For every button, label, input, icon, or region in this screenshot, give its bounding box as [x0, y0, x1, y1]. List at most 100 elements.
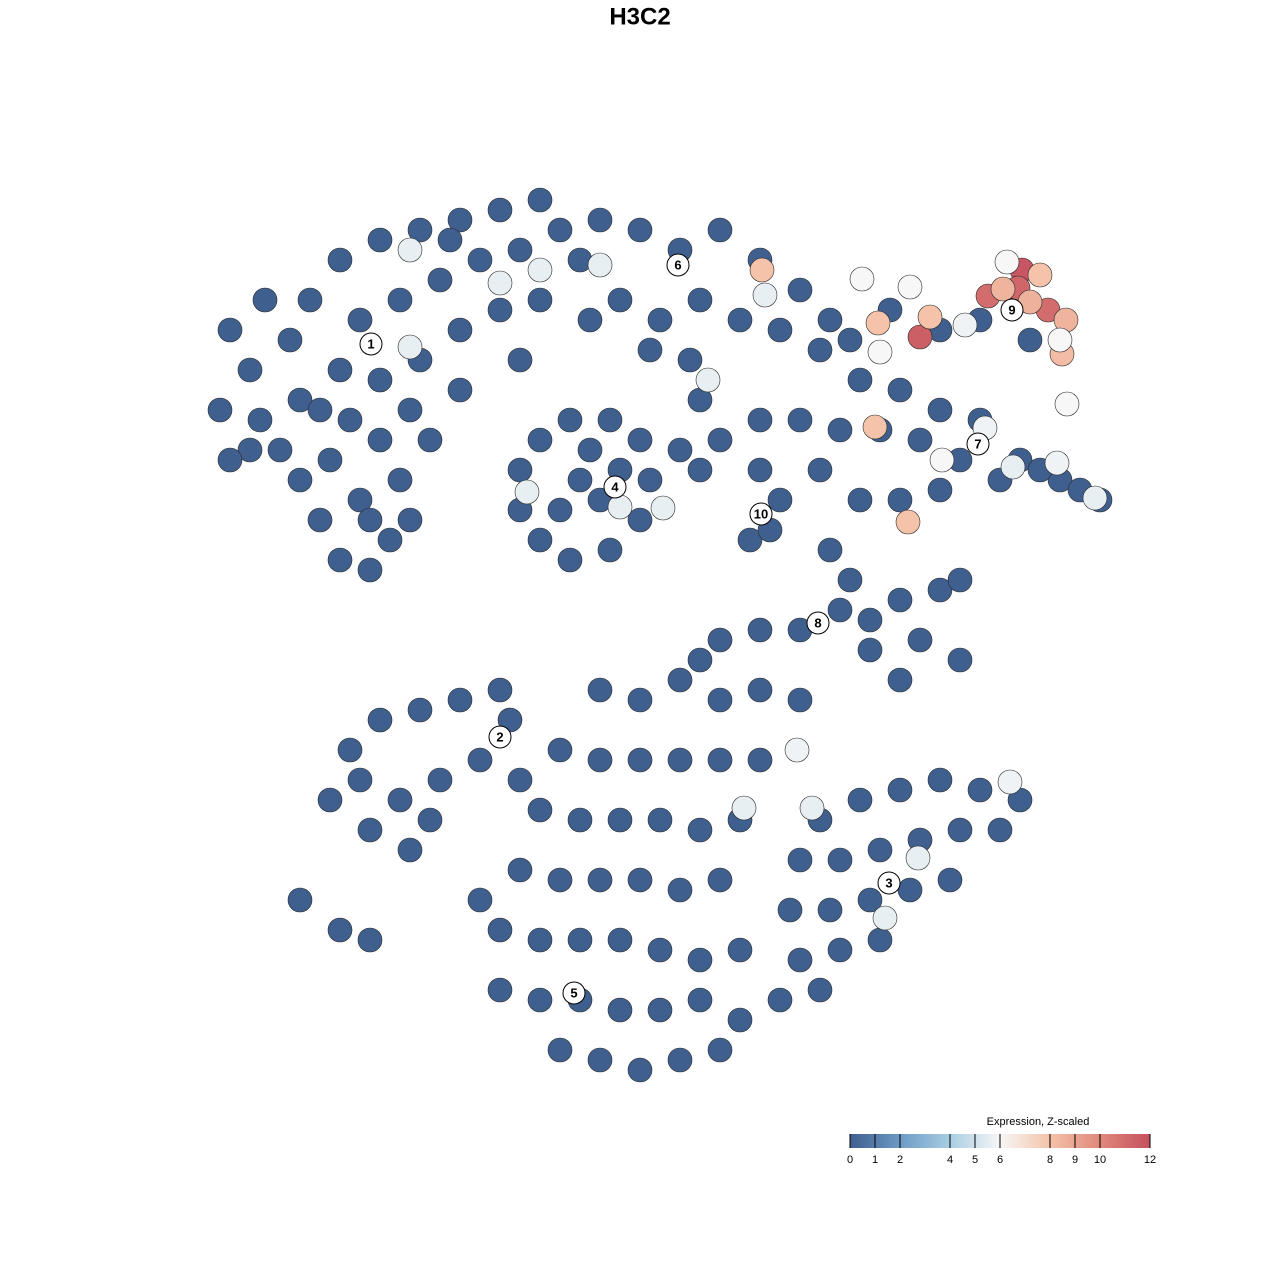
point [417, 427, 443, 453]
cluster-label-bg [562, 981, 586, 1005]
point [937, 867, 963, 893]
point [647, 937, 673, 963]
point [277, 327, 303, 353]
point [817, 307, 843, 333]
colorbar-tick-label: 4 [947, 1154, 953, 1166]
point [487, 270, 513, 296]
point [467, 747, 493, 773]
point [1017, 327, 1043, 353]
point [387, 287, 413, 313]
point [667, 667, 693, 693]
point [887, 587, 913, 613]
point [1044, 450, 1070, 476]
point [857, 887, 883, 913]
point [287, 887, 313, 913]
point [607, 807, 633, 833]
point [887, 487, 913, 513]
point [357, 817, 383, 843]
point [514, 479, 540, 505]
point [1082, 485, 1108, 511]
point [707, 747, 733, 773]
point [687, 457, 713, 483]
point [547, 1037, 573, 1063]
point [905, 845, 931, 871]
point [927, 397, 953, 423]
cluster-label-bg [749, 502, 773, 526]
point [747, 407, 773, 433]
point [597, 407, 623, 433]
point [307, 397, 333, 423]
point [367, 367, 393, 393]
point [397, 334, 423, 360]
point [752, 282, 778, 308]
point [1000, 454, 1026, 480]
point [897, 274, 923, 300]
cluster-label: 10 [754, 506, 768, 521]
point [337, 737, 363, 763]
point [687, 947, 713, 973]
point [767, 317, 793, 343]
point [707, 1037, 733, 1063]
point [467, 247, 493, 273]
point [327, 917, 353, 943]
point [547, 217, 573, 243]
point [487, 297, 513, 323]
point [357, 507, 383, 533]
point [887, 377, 913, 403]
point [887, 777, 913, 803]
point [607, 494, 633, 520]
point [447, 687, 473, 713]
point [237, 357, 263, 383]
chart-title: H3C2 [609, 3, 670, 30]
point [887, 667, 913, 693]
point [827, 847, 853, 873]
colorbar-tick-label: 10 [1094, 1154, 1106, 1166]
point [587, 867, 613, 893]
cluster-label: 7 [974, 436, 981, 451]
point [527, 257, 553, 283]
point [547, 867, 573, 893]
point [994, 249, 1020, 275]
point [627, 1057, 653, 1083]
point [397, 397, 423, 423]
point [217, 317, 243, 343]
point [347, 307, 373, 333]
point [667, 747, 693, 773]
point [407, 217, 433, 243]
point [507, 457, 533, 483]
point [367, 227, 393, 253]
cluster-label-bg [806, 611, 830, 635]
point [895, 509, 921, 535]
point [907, 324, 933, 350]
point [807, 457, 833, 483]
point [707, 627, 733, 653]
point [847, 367, 873, 393]
point [527, 987, 553, 1013]
point [787, 847, 813, 873]
point [1047, 327, 1073, 353]
point [867, 837, 893, 863]
point [907, 627, 933, 653]
cluster-label-bg [877, 871, 901, 895]
point [267, 437, 293, 463]
point [357, 927, 383, 953]
point [707, 217, 733, 243]
point [347, 487, 373, 513]
point [557, 407, 583, 433]
point [447, 317, 473, 343]
point [627, 687, 653, 713]
point [317, 787, 343, 813]
point [487, 977, 513, 1003]
point [447, 207, 473, 233]
cluster-label: 9 [1008, 302, 1015, 317]
colorbar-tick-label: 12 [1144, 1154, 1156, 1166]
point [407, 697, 433, 723]
cluster-label-bg [603, 475, 627, 499]
point [731, 795, 757, 821]
point [527, 427, 553, 453]
point [557, 547, 583, 573]
cluster-label: 6 [674, 257, 681, 272]
cluster-label: 5 [570, 985, 577, 1000]
cluster-label-bg [359, 332, 383, 356]
